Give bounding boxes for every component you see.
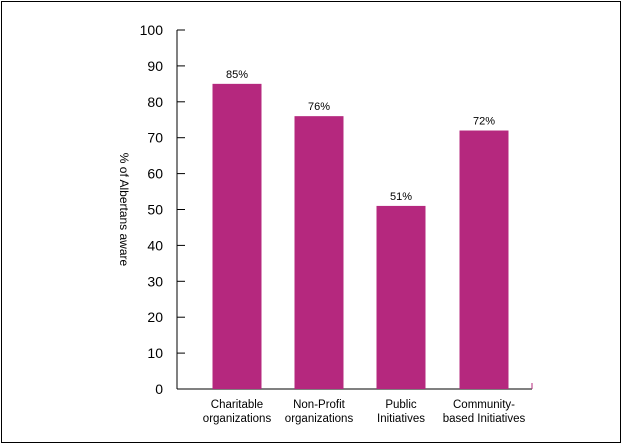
labels: 0 10 20 30 40 50 60 70 80 90 100 % of Albertans awa… [117, 22, 525, 425]
bar [212, 83, 262, 389]
data-label: 51% [390, 191, 412, 203]
y-axis-title: % of Albertans aware [117, 153, 131, 267]
y-tick-label: 60 [147, 166, 163, 182]
bar [376, 205, 426, 389]
x-tick-label: Initiatives [377, 413, 425, 425]
x-tick-label: Public [385, 399, 417, 411]
y-tick-label: 30 [147, 273, 163, 289]
y-tick-label: 70 [147, 130, 163, 146]
bar [459, 130, 509, 389]
x-tick-label: based Initiatives [443, 413, 526, 425]
bar [294, 116, 344, 389]
data-label: 72% [473, 116, 495, 128]
x-tick-label: Charitable [211, 399, 263, 411]
x-tick-label: organizations [285, 413, 354, 425]
y-tick-label: 20 [147, 309, 163, 325]
y-tick-label: 100 [140, 22, 164, 38]
y-tick-label: 90 [147, 58, 163, 74]
y-tick-label: 0 [155, 381, 163, 397]
x-tick-label: Community- [453, 399, 515, 411]
x-tick-label: Non-Profit [293, 399, 346, 411]
data-label: 76% [308, 101, 330, 113]
bars [212, 83, 509, 389]
data-label: 85% [226, 69, 248, 81]
y-tick-label: 40 [147, 237, 163, 253]
x-tick-label: organizations [203, 413, 272, 425]
y-tick-label: 10 [147, 345, 163, 361]
y-tick-label: 80 [147, 94, 163, 110]
y-tick-label: 50 [147, 202, 163, 218]
